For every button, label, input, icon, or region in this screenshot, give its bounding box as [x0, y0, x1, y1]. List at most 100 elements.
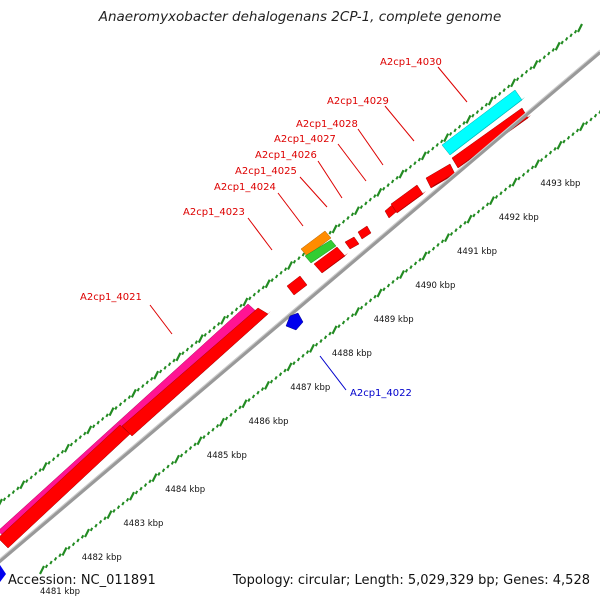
minor-tick — [566, 135, 571, 140]
minor-tick — [224, 416, 229, 421]
kbp-tick-label: 4493 kbp — [540, 179, 580, 189]
major-tick — [108, 407, 115, 417]
minor-tick — [179, 453, 184, 458]
minor-tick — [341, 219, 346, 224]
outer-tick-ring — [0, 23, 583, 506]
minor-tick — [575, 128, 580, 133]
kbp-tick-label: 4489 kbp — [374, 315, 414, 325]
minor-tick — [542, 55, 546, 60]
minor-tick — [83, 431, 87, 436]
minor-tick — [503, 187, 508, 192]
minor-tick — [292, 259, 297, 264]
major-tick — [399, 270, 405, 280]
minor-tick — [215, 424, 220, 428]
minor-tick — [515, 77, 520, 82]
major-tick — [309, 343, 315, 353]
gene-arrow-4025[interactable] — [344, 236, 360, 250]
minor-tick — [551, 47, 555, 52]
label-A2cp1_4021[interactable]: A2cp1_4021 — [80, 292, 142, 303]
minor-tick — [225, 314, 230, 319]
minor-tick — [163, 365, 167, 370]
minor-tick — [553, 146, 557, 151]
minor-tick — [368, 197, 372, 202]
major-tick — [489, 196, 495, 206]
inner-tick-ring — [39, 110, 600, 575]
minor-tick — [274, 274, 279, 279]
genome-backbone — [0, 50, 600, 564]
minor-tick — [190, 343, 194, 348]
label-A2cp1_4025[interactable]: A2cp1_4025 — [235, 166, 297, 177]
gene-arrow-4022[interactable] — [285, 312, 304, 331]
minor-tick — [7, 493, 11, 498]
major-tick — [579, 122, 585, 132]
minor-tick — [74, 438, 78, 443]
minor-tick — [233, 409, 238, 414]
accession-label: Accession: NC_011891 — [8, 573, 156, 588]
minor-tick — [203, 332, 207, 337]
minor-tick — [323, 335, 328, 340]
minor-tick — [571, 132, 575, 137]
label-A2cp1_4026[interactable]: A2cp1_4026 — [255, 150, 317, 161]
minor-tick — [166, 464, 170, 469]
major-tick — [331, 224, 338, 234]
major-tick — [465, 114, 472, 124]
minor-tick — [382, 287, 386, 292]
major-tick — [61, 547, 68, 557]
gene-green-feature[interactable] — [304, 239, 337, 264]
gene-arrow-4021b[interactable] — [0, 424, 131, 549]
minor-tick — [539, 158, 544, 162]
minor-tick — [16, 486, 20, 491]
minor-tick — [494, 195, 499, 199]
major-tick — [420, 151, 427, 161]
minor-tick — [60, 449, 65, 454]
gene-arrow-4021a[interactable] — [121, 307, 269, 437]
cds-track — [0, 107, 531, 549]
minor-tick — [261, 285, 265, 290]
minor-tick — [584, 121, 589, 126]
major-tick — [444, 233, 450, 243]
kbp-tick-label: 4484 kbp — [165, 485, 205, 495]
major-tick — [376, 187, 383, 197]
label-A2cp1_4023[interactable]: A2cp1_4023 — [183, 207, 245, 218]
minor-tick — [118, 402, 123, 407]
minor-tick — [305, 350, 310, 355]
minor-tick — [134, 490, 139, 495]
minor-tick — [251, 394, 256, 399]
minor-tick — [502, 88, 506, 93]
minor-tick — [435, 142, 439, 147]
minor-tick — [145, 380, 149, 385]
minor-tick — [449, 231, 454, 236]
major-tick — [84, 528, 90, 538]
minor-tick — [49, 560, 53, 565]
minor-tick — [92, 424, 96, 429]
label-A2cp1_4029[interactable]: A2cp1_4029 — [327, 96, 389, 107]
minor-tick — [346, 316, 350, 321]
minor-tick — [269, 379, 274, 384]
minor-tick — [216, 322, 221, 326]
minor-tick — [247, 398, 251, 403]
gene-arrow-4026[interactable] — [357, 225, 372, 240]
label-A2cp1_4030[interactable]: A2cp1_4030 — [380, 57, 442, 68]
major-tick — [354, 306, 360, 316]
label-A2cp1_4024[interactable]: A2cp1_4024 — [214, 182, 276, 193]
label-A2cp1_4022[interactable]: A2cp1_4022 — [350, 388, 412, 399]
minor-tick — [279, 270, 283, 275]
minor-tick — [292, 361, 296, 366]
minor-tick — [143, 483, 148, 487]
minor-tick — [395, 276, 400, 281]
minor-tick — [350, 313, 355, 318]
gene-arrow-4023[interactable] — [286, 275, 308, 296]
minor-tick — [270, 278, 274, 283]
minor-tick — [458, 224, 463, 229]
minor-tick — [69, 442, 74, 447]
gene-arrow-edge[interactable] — [0, 565, 6, 582]
minor-tick — [364, 201, 368, 206]
label-A2cp1_4027[interactable]: A2cp1_4027 — [274, 134, 336, 145]
label-A2cp1_4028[interactable]: A2cp1_4028 — [296, 119, 358, 130]
major-tick — [219, 417, 225, 427]
minor-tick — [427, 250, 431, 255]
minor-tick — [51, 457, 56, 462]
minor-tick — [391, 279, 395, 284]
gene-arrow-4028[interactable] — [390, 184, 424, 214]
